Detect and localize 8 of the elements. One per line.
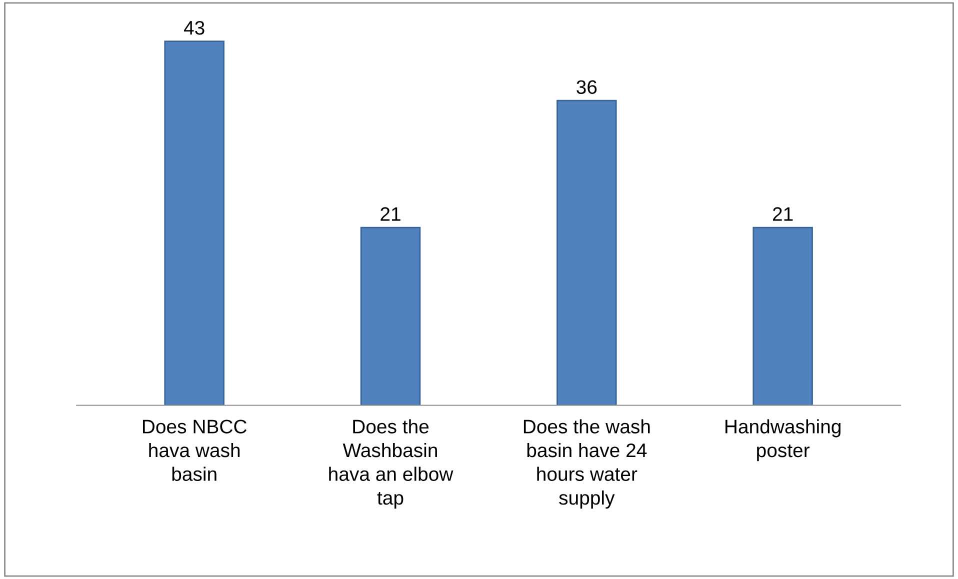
data-label: 43 bbox=[184, 20, 204, 35]
x-tick-label: Does the Washbasin hava an elbow tap bbox=[329, 419, 454, 509]
data-label: 36 bbox=[576, 80, 597, 94]
data-label: 21 bbox=[772, 207, 793, 221]
x-tick-label: Does the wash basin have 24 hours water supply bbox=[524, 419, 650, 509]
data-label: 21 bbox=[380, 207, 400, 221]
x-tick-label: Handwashing poster bbox=[726, 419, 840, 462]
x-tick-label: Does NBCC hava wash basin bbox=[142, 420, 247, 481]
